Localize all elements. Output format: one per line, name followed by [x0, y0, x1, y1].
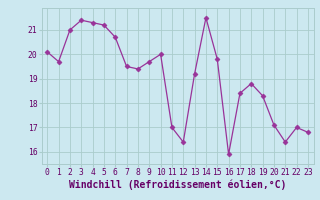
X-axis label: Windchill (Refroidissement éolien,°C): Windchill (Refroidissement éolien,°C)	[69, 180, 286, 190]
